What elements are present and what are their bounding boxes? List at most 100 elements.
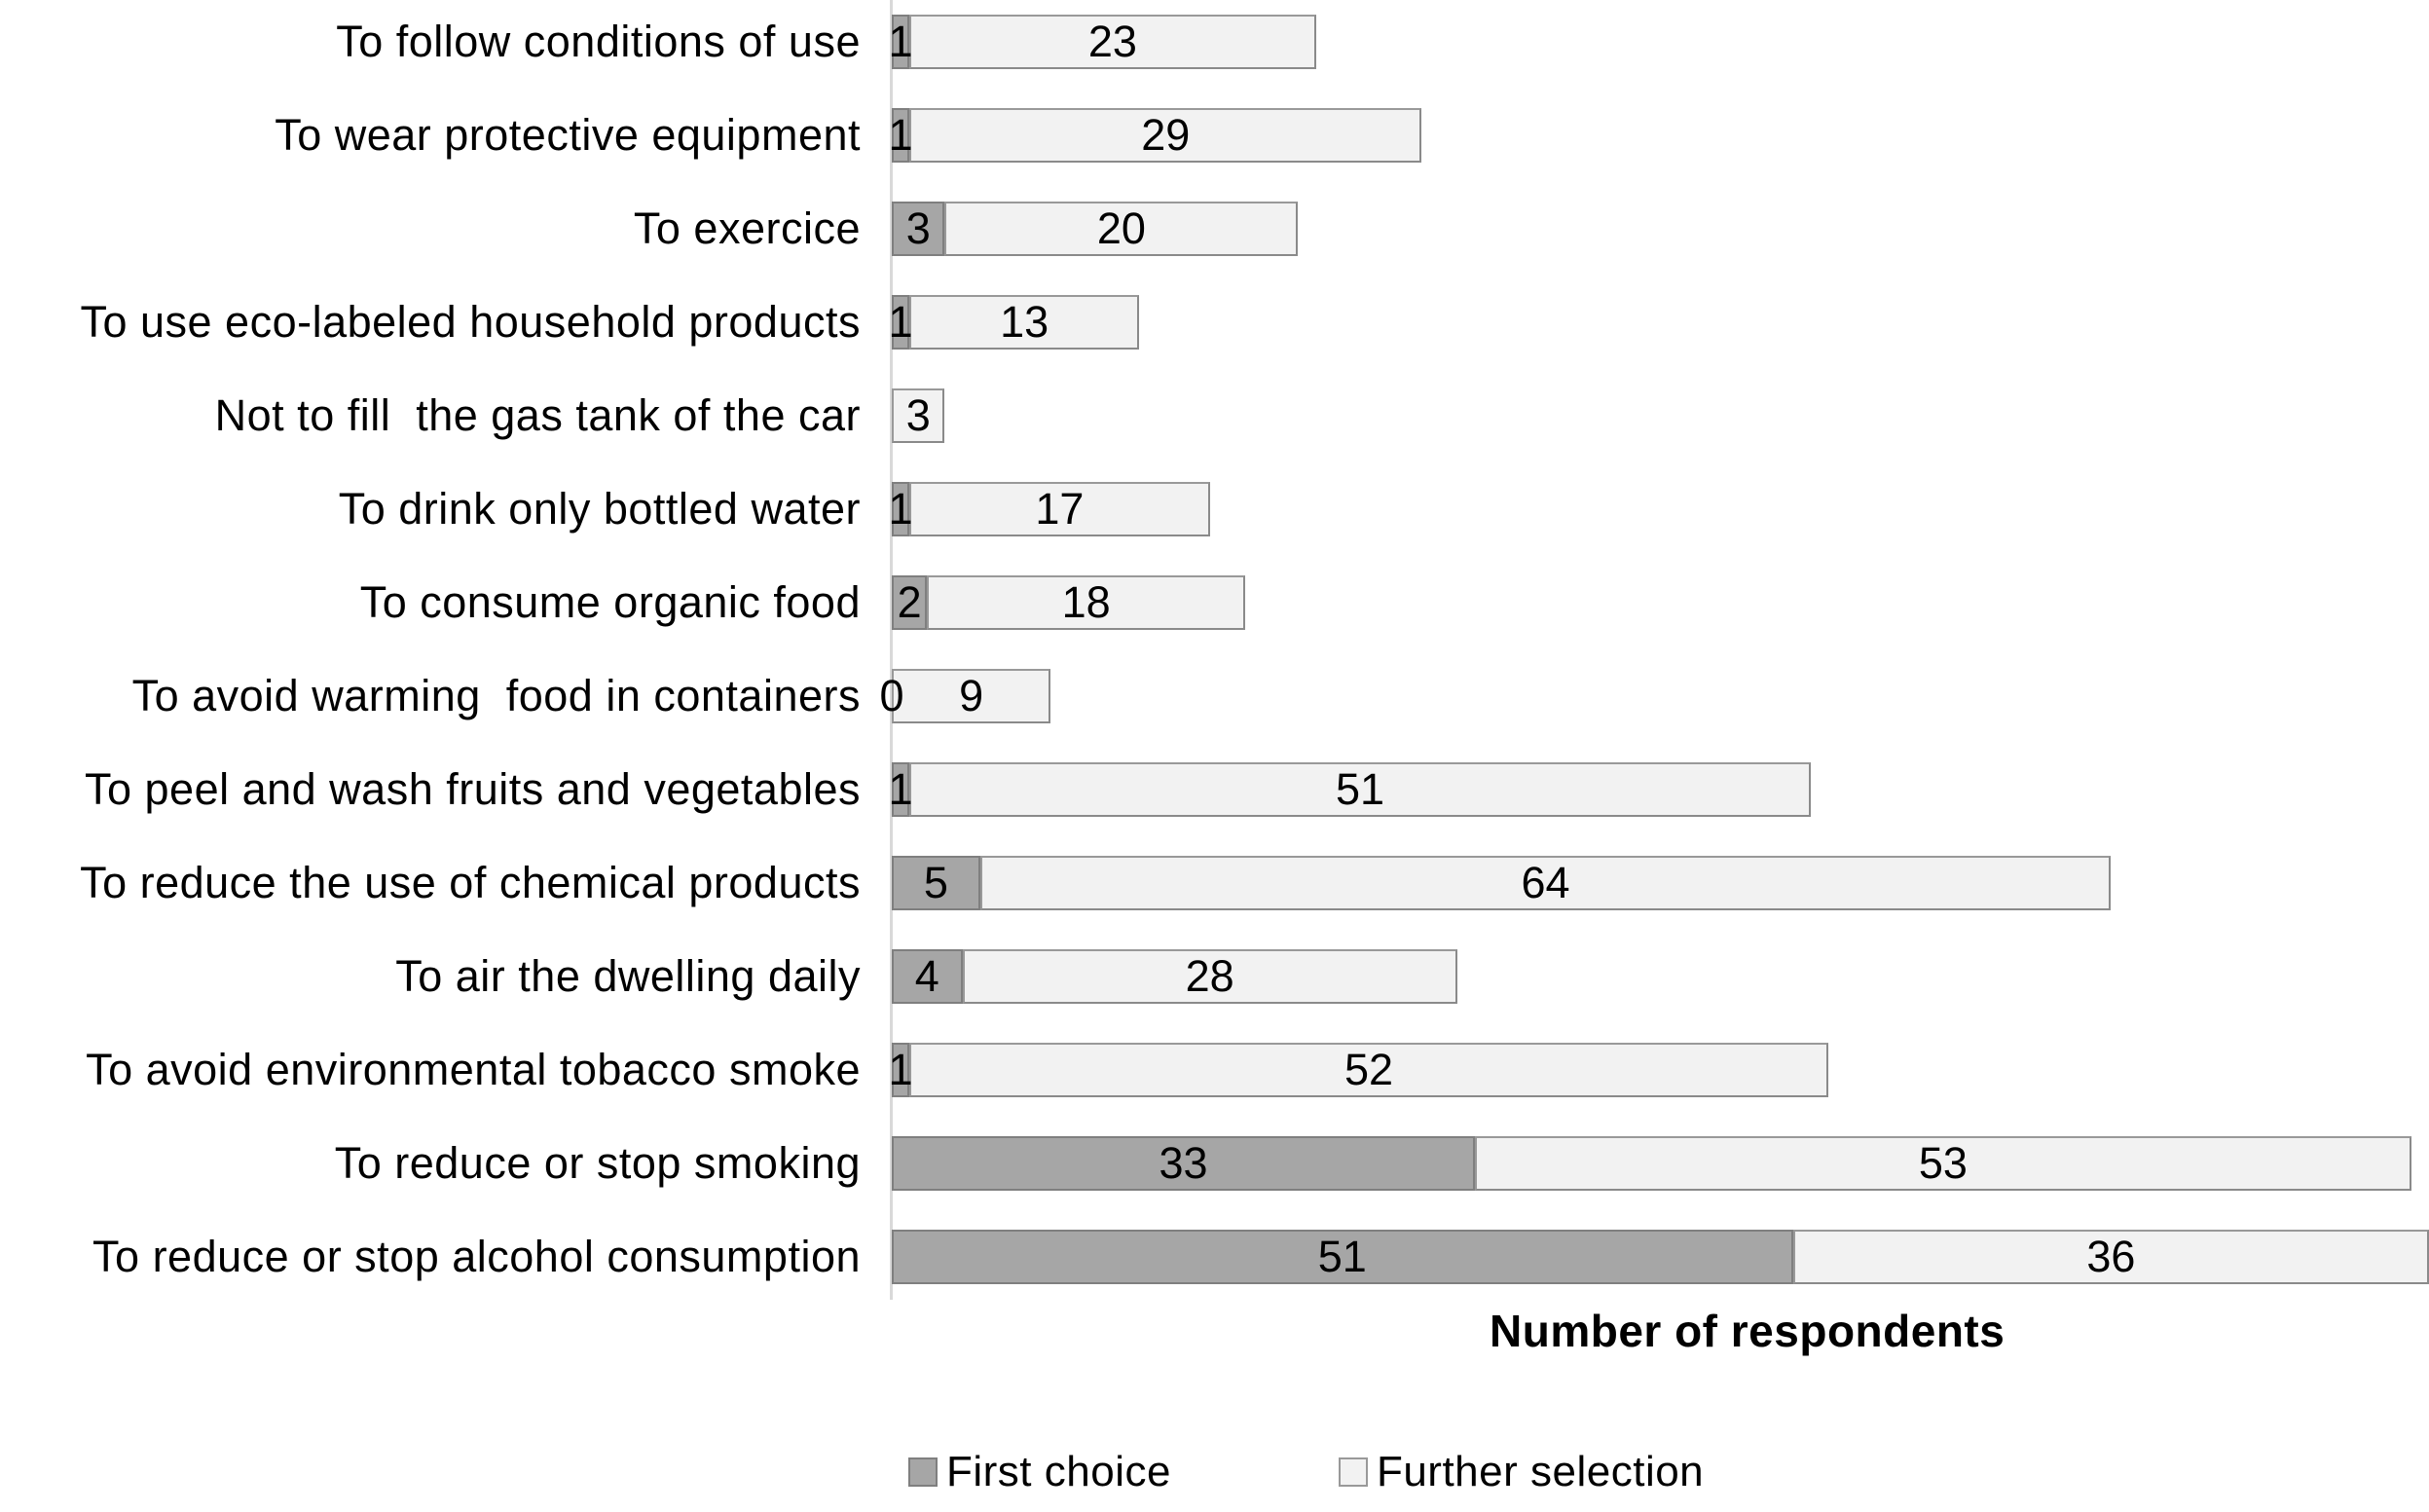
bar-area: 1 13 xyxy=(888,295,2429,350)
bar-area: 5 64 xyxy=(892,856,2429,910)
first-choice-swatch-icon xyxy=(908,1457,938,1487)
value-label-first-choice: 0 xyxy=(879,671,904,720)
value-label-further-selection: 20 xyxy=(1096,203,1146,253)
bar-segment-first-choice xyxy=(892,1230,1793,1284)
value-label-first-choice: 33 xyxy=(1159,1138,1208,1188)
bar-segment-further-selection xyxy=(909,762,1811,817)
category-label: To avoid warming food in containers xyxy=(131,671,861,720)
legend-label: Further selection xyxy=(1376,1448,1705,1495)
bar-segment-first-choice xyxy=(892,1136,1475,1191)
bar-segment-first-choice xyxy=(892,15,910,69)
y-axis-line xyxy=(890,0,893,1300)
bar-area: 3 20 xyxy=(892,202,2429,256)
chart-row: To avoid environmental tobacco smoke 1 5… xyxy=(0,1028,2429,1122)
bar-segment-first-choice xyxy=(892,856,980,910)
bar-segment-further-selection xyxy=(909,108,1422,163)
value-label-further-selection: 52 xyxy=(1344,1045,1394,1094)
bar-segment-further-selection xyxy=(1792,1230,2429,1284)
category-label: To peel and wash fruits and vegetables xyxy=(84,764,861,814)
chart-row: To reduce the use of chemical products 5… xyxy=(0,841,2429,935)
bar-segment-first-choice xyxy=(892,762,910,817)
bar-segment-first-choice xyxy=(892,482,910,536)
chart-row: To avoid warming food in containers 0 9 xyxy=(0,654,2429,748)
chart-row: To reduce or stop alcohol consumption 51… xyxy=(0,1215,2429,1309)
value-label-first-choice: 1 xyxy=(888,1045,913,1094)
value-label-first-choice: 4 xyxy=(914,951,939,1001)
value-label-further-selection: 18 xyxy=(1061,577,1111,627)
value-label-further-selection: 51 xyxy=(1335,764,1384,814)
value-label-further-selection: 13 xyxy=(1000,297,1049,347)
x-axis-title: Number of respondents xyxy=(1490,1306,2006,1356)
bar-segment-first-choice xyxy=(892,949,963,1004)
bar-segment-first-choice xyxy=(892,202,945,256)
value-label-first-choice: 1 xyxy=(888,110,913,160)
value-label-further-selection: 28 xyxy=(1185,951,1234,1001)
bar-area: 1 29 xyxy=(888,108,2429,163)
value-label-further-selection: 36 xyxy=(2086,1232,2136,1281)
chart-row: To air the dwelling daily 4 28 xyxy=(0,935,2429,1028)
chart-rows: To follow conditions of use 1 23 To wear… xyxy=(0,0,2429,1309)
bar-segment-further-selection xyxy=(909,295,1140,350)
legend-item-first-choice: First choice xyxy=(908,1448,1171,1496)
chart-row: To use eco-labeled household products 1 … xyxy=(0,280,2429,374)
bar-segment-first-choice xyxy=(892,575,928,630)
value-label-further-selection: 53 xyxy=(1918,1138,1968,1188)
chart-row: To peel and wash fruits and vegetables 1… xyxy=(0,748,2429,841)
category-label: To exercice xyxy=(633,203,861,253)
category-label: To reduce or stop alcohol consumption xyxy=(92,1232,861,1281)
legend-item-further-selection: Further selection xyxy=(1338,1448,1705,1496)
category-label: Not to fill the gas tank of the car xyxy=(214,390,861,440)
bar-area: 2 18 xyxy=(892,575,2429,630)
value-label-first-choice: 2 xyxy=(897,577,922,627)
bar-segment-further-selection xyxy=(909,15,1316,69)
bar-segment-further-selection xyxy=(1474,1136,2411,1191)
chart-row: Not to fill the gas tank of the car 3 xyxy=(0,374,2429,467)
bar-segment-further-selection xyxy=(892,669,1051,723)
value-label-further-selection: 29 xyxy=(1141,110,1191,160)
category-label: To consume organic food xyxy=(359,577,861,627)
bar-segment-further-selection xyxy=(927,575,1245,630)
bar-segment-first-choice xyxy=(892,295,910,350)
category-label: To reduce or stop smoking xyxy=(334,1138,861,1188)
category-label: To follow conditions of use xyxy=(336,17,861,66)
bar-area: 4 28 xyxy=(892,949,2429,1004)
further-selection-swatch-icon xyxy=(1338,1457,1368,1487)
chart-row: To drink only bottled water 1 17 xyxy=(0,467,2429,561)
category-label: To use eco-labeled household products xyxy=(80,297,861,347)
bar-area: 51 36 xyxy=(892,1230,2429,1284)
bar-area: 3 xyxy=(892,388,2429,443)
value-label-further-selection: 3 xyxy=(905,390,931,440)
category-label: To drink only bottled water xyxy=(338,484,861,534)
value-label-further-selection: 64 xyxy=(1521,858,1570,907)
chart-legend: First choice Further selection xyxy=(908,1448,1704,1496)
category-label: To avoid environmental tobacco smoke xyxy=(86,1045,861,1094)
value-label-further-selection: 23 xyxy=(1087,17,1137,66)
value-label-first-choice: 5 xyxy=(923,858,948,907)
bar-area: 1 52 xyxy=(888,1043,2429,1097)
value-label-further-selection: 17 xyxy=(1035,484,1085,534)
value-label-first-choice: 1 xyxy=(888,484,913,534)
value-label-first-choice: 1 xyxy=(888,17,913,66)
bar-area: 0 9 xyxy=(879,669,2429,723)
bar-segment-further-selection xyxy=(909,482,1210,536)
category-label: To reduce the use of chemical products xyxy=(80,858,861,907)
chart-row: To exercice 3 20 xyxy=(0,187,2429,280)
category-label: To wear protective equipment xyxy=(275,110,861,160)
value-label-further-selection: 9 xyxy=(959,671,984,720)
bar-segment-further-selection xyxy=(909,1043,1828,1097)
chart-row: To follow conditions of use 1 23 xyxy=(0,0,2429,93)
value-label-first-choice: 51 xyxy=(1317,1232,1367,1281)
bar-segment-further-selection xyxy=(979,856,2112,910)
value-label-first-choice: 1 xyxy=(888,297,913,347)
legend-label: First choice xyxy=(946,1448,1171,1495)
value-label-first-choice: 3 xyxy=(905,203,931,253)
bar-segment-further-selection xyxy=(944,202,1299,256)
bar-area: 1 17 xyxy=(888,482,2429,536)
bar-segment-further-selection xyxy=(962,949,1457,1004)
bar-segment-first-choice xyxy=(892,1043,910,1097)
bar-area: 33 53 xyxy=(892,1136,2429,1191)
value-label-first-choice: 1 xyxy=(888,764,913,814)
chart-row: To consume organic food 2 18 xyxy=(0,561,2429,654)
bar-area: 1 23 xyxy=(888,15,2429,69)
